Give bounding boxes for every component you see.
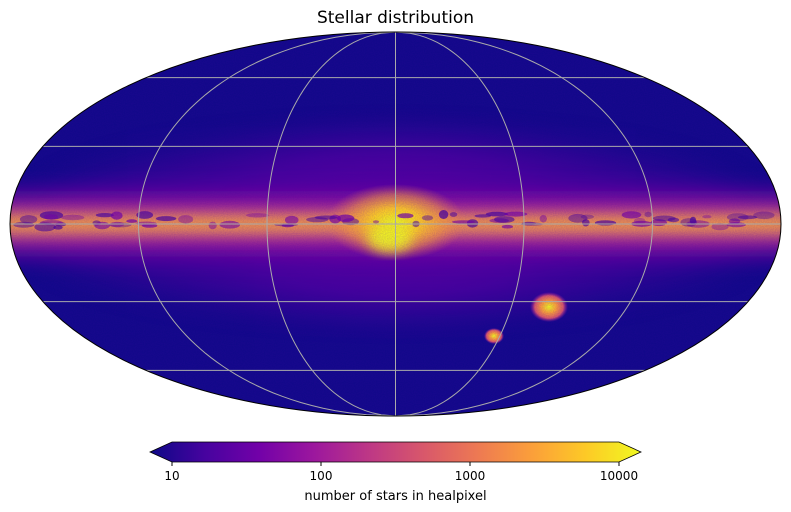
colorbar-tick-label: 10 [164,469,179,483]
colorbar-tick-label: 1000 [455,469,486,483]
map-outline [9,31,782,417]
graticule [10,31,781,417]
colorbar-label: number of stars in healpixel [304,489,486,504]
chart-title: Stellar distribution [317,8,474,28]
colorbar-tick-label: 10000 [600,469,638,483]
colorbar-tick-label: 100 [310,469,333,483]
colorbar-gradient [149,441,642,463]
colorbar: 10 100 1000 10000 number of stars in healpi… [149,441,642,504]
colorbar-ticks: 10 100 1000 10000 [164,462,638,483]
